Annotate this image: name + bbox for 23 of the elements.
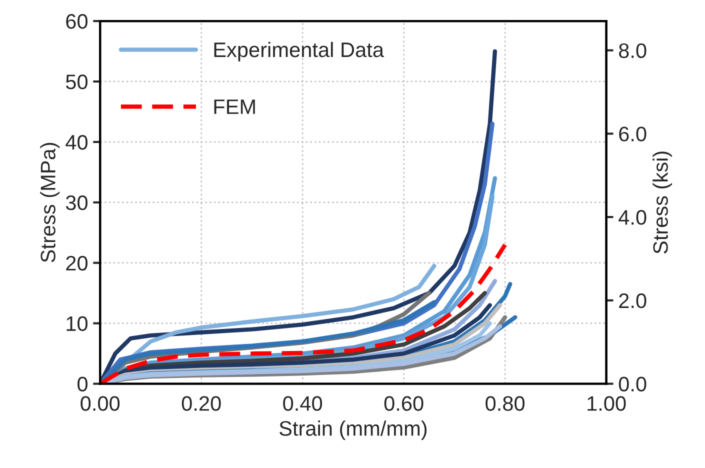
x-tick-label: 0.00 xyxy=(80,396,120,411)
x-tick-label: 1.00 xyxy=(588,396,626,411)
legend-label: FEM xyxy=(214,100,255,114)
y-tick-label: 0 xyxy=(78,376,88,392)
x-tick-label: 0.60 xyxy=(384,396,424,411)
y-tick-label: 30 xyxy=(66,195,88,210)
x-axis-title: Strain (mm/mm) xyxy=(280,420,427,440)
y-tick-label: 60 xyxy=(66,14,88,29)
y-tick-label: 20 xyxy=(66,256,88,271)
y-tick-label: 10 xyxy=(66,316,88,332)
y2-tick-label: 6.0 xyxy=(619,126,646,142)
y-tick-label: 50 xyxy=(66,74,88,90)
y2-tick-label: 4.0 xyxy=(618,210,646,225)
x-tick-label: 0.40 xyxy=(283,396,322,411)
legend-label: Experimental Data xyxy=(214,42,384,62)
y2-tick-label: 0.0 xyxy=(618,376,646,392)
y-axis-title: Stress (MPa) xyxy=(40,142,60,262)
y-tick-label: 40 xyxy=(66,134,88,150)
y2-axis-title: Stress (ksi) xyxy=(652,152,672,254)
x-tick-label: 0.20 xyxy=(182,396,221,411)
y2-tick-label: 2.0 xyxy=(619,293,646,308)
y2-tick-label: 8.0 xyxy=(619,43,646,58)
x-tick-label: 0.80 xyxy=(486,396,525,411)
